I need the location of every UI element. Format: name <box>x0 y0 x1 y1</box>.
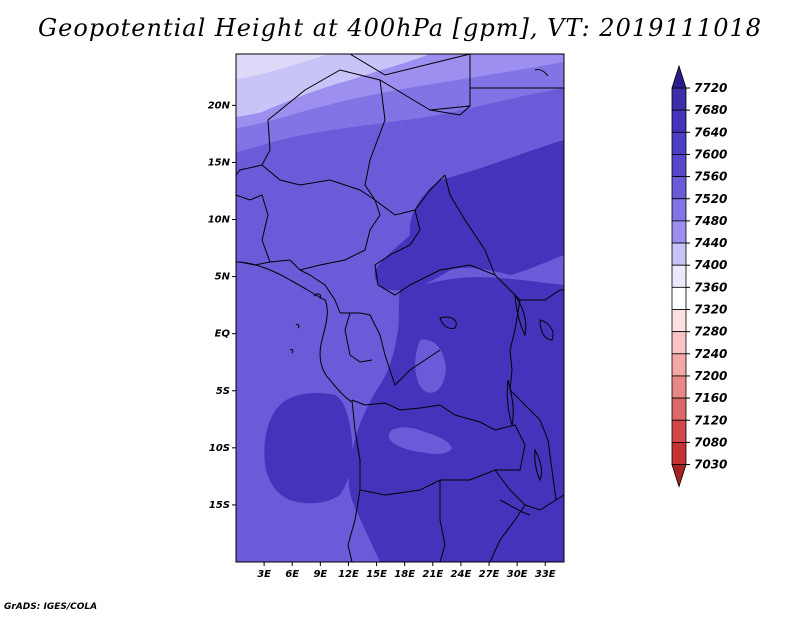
lon-tick-label: 12E <box>338 569 359 580</box>
lon-tick-label: 9E <box>313 569 327 580</box>
colorbar-box <box>671 309 687 333</box>
lon-tick-label: 30E <box>507 569 528 580</box>
colorbar-box <box>671 353 687 377</box>
colorbar-label: 7400 <box>694 258 727 272</box>
field-core-7600-north <box>374 140 564 291</box>
colorbar-label: 7160 <box>694 391 727 405</box>
colorbar-label: 7720 <box>694 81 727 95</box>
field-core-7560-kasai <box>388 427 452 454</box>
field-band-7440 <box>236 54 430 117</box>
lon-tick-label: 21E <box>422 569 443 580</box>
colorbar-label: 7360 <box>694 280 727 294</box>
colorbar-label: 7030 <box>694 458 727 472</box>
lat-tick-label: 20N <box>208 100 231 111</box>
lon-tick-label: 6E <box>285 569 299 580</box>
lat-tick-label: EQ <box>215 329 231 340</box>
colorbar-top-cap <box>671 64 687 89</box>
colorbar-box <box>671 198 687 222</box>
colorbar-box <box>671 220 687 244</box>
grads-credit: GrADS: IGES/COLA <box>4 602 98 612</box>
colorbar-box <box>671 154 687 177</box>
colorbar-box <box>671 441 687 465</box>
colorbar-label: 7080 <box>694 435 727 449</box>
latitude-axis: 20N 15N 10N 5N EQ 5S 10S 15S <box>208 100 236 511</box>
longitude-axis: 3E 6E 9E 12E 15E 18E 21E 24E 27E 30E 33E <box>257 562 556 580</box>
lat-tick-label: 15S <box>209 500 230 511</box>
colorbar-label: 7440 <box>694 236 727 250</box>
lat-tick-label: 10S <box>209 443 230 454</box>
colorbar-box <box>671 419 687 443</box>
colorbar-label: 7560 <box>694 170 727 184</box>
coastline <box>235 261 353 403</box>
lon-tick-label: 15E <box>366 569 387 580</box>
colorbar-box <box>671 176 687 200</box>
colorbar: 7720 7680 7640 7600 7560 7520 7480 7440 7400 7360… <box>671 64 727 488</box>
lat-tick-label: 10N <box>208 215 231 226</box>
colorbar-label: 7320 <box>694 303 727 317</box>
lat-tick-label: 5N <box>215 272 231 283</box>
colorbar-label: 7520 <box>694 192 727 206</box>
lakes <box>439 69 554 516</box>
colorbar-label: 7640 <box>694 125 727 139</box>
field-core-7600-west <box>264 393 353 504</box>
lon-tick-label: 27E <box>479 569 500 580</box>
colorbar-box <box>671 397 687 421</box>
colorbar-label: 7240 <box>694 347 727 361</box>
map-frame <box>235 53 565 563</box>
colorbar-box <box>671 242 687 266</box>
colorbar-label: 7680 <box>694 103 727 117</box>
lon-tick-label: 24E <box>451 569 472 580</box>
lat-tick-label: 5S <box>216 386 230 397</box>
lon-tick-label: 3E <box>257 569 271 580</box>
colorbar-box <box>671 87 687 111</box>
colorbar-label: 7280 <box>694 325 727 339</box>
colorbar-bottom-cap <box>671 464 687 488</box>
colorbar-label: 7600 <box>694 147 727 161</box>
map-title: Geopotential Height at 400hPa [gpm], VT:… <box>38 14 762 42</box>
field-core-7560-lake <box>415 339 446 393</box>
colorbar-box <box>671 264 687 288</box>
colorbar-box <box>671 131 687 155</box>
colorbar-box <box>671 109 687 133</box>
colorbar-box <box>671 331 687 355</box>
colorbar-label: 7120 <box>694 413 727 427</box>
colorbar-label: 7480 <box>694 214 727 228</box>
colorbar-label: 7200 <box>694 369 727 383</box>
colorbar-box <box>671 286 687 310</box>
lon-tick-label: 18E <box>394 569 415 580</box>
colorbar-box <box>671 375 687 399</box>
lon-tick-label: 33E <box>535 569 556 580</box>
lat-tick-label: 15N <box>208 157 231 168</box>
field-band-7400 <box>236 54 330 79</box>
